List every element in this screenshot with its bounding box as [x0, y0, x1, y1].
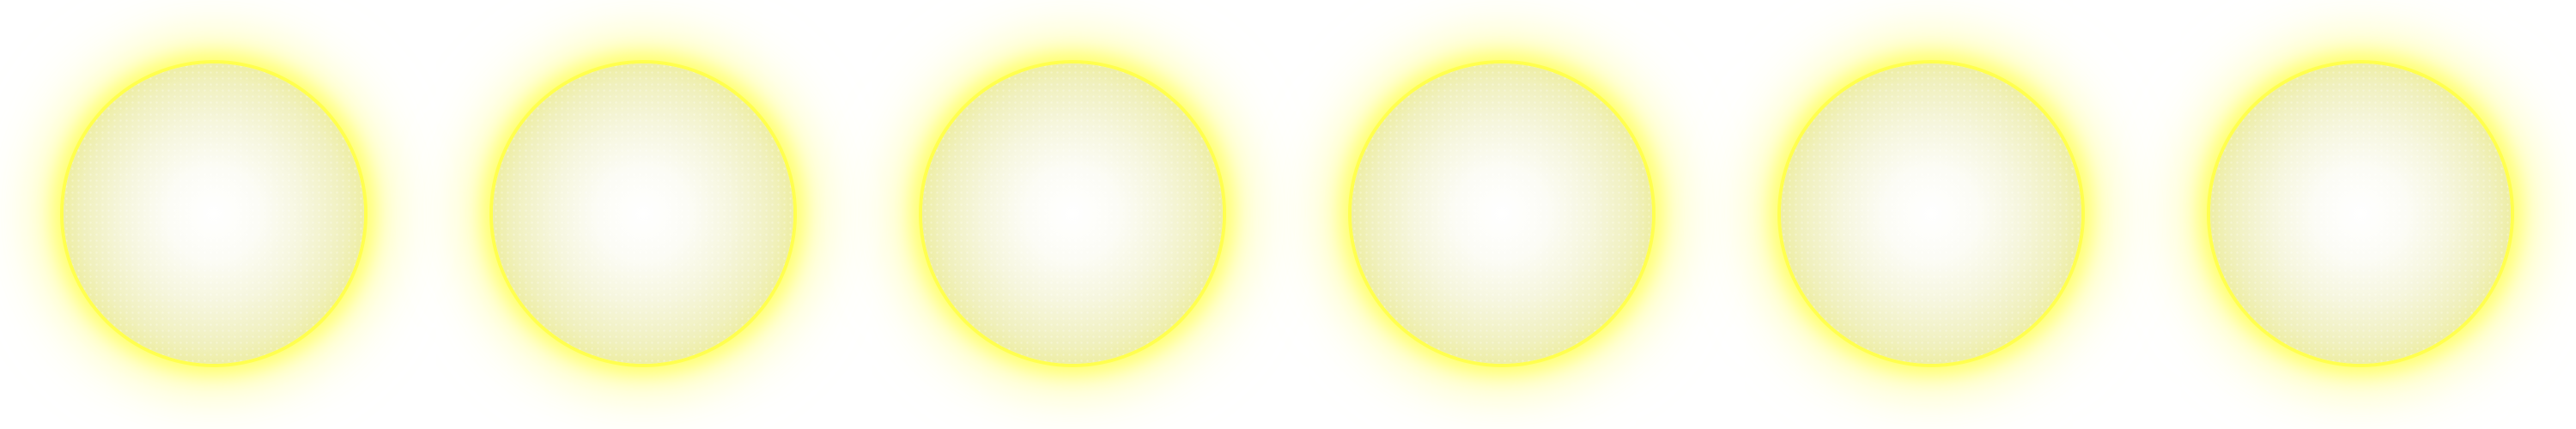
glowing-orb	[922, 63, 1223, 364]
glowing-orb	[493, 63, 793, 364]
glowing-orb	[1352, 63, 1652, 364]
glowing-orb	[64, 63, 364, 364]
glowing-orb	[2210, 63, 2511, 364]
glowing-orb	[1781, 63, 2081, 364]
